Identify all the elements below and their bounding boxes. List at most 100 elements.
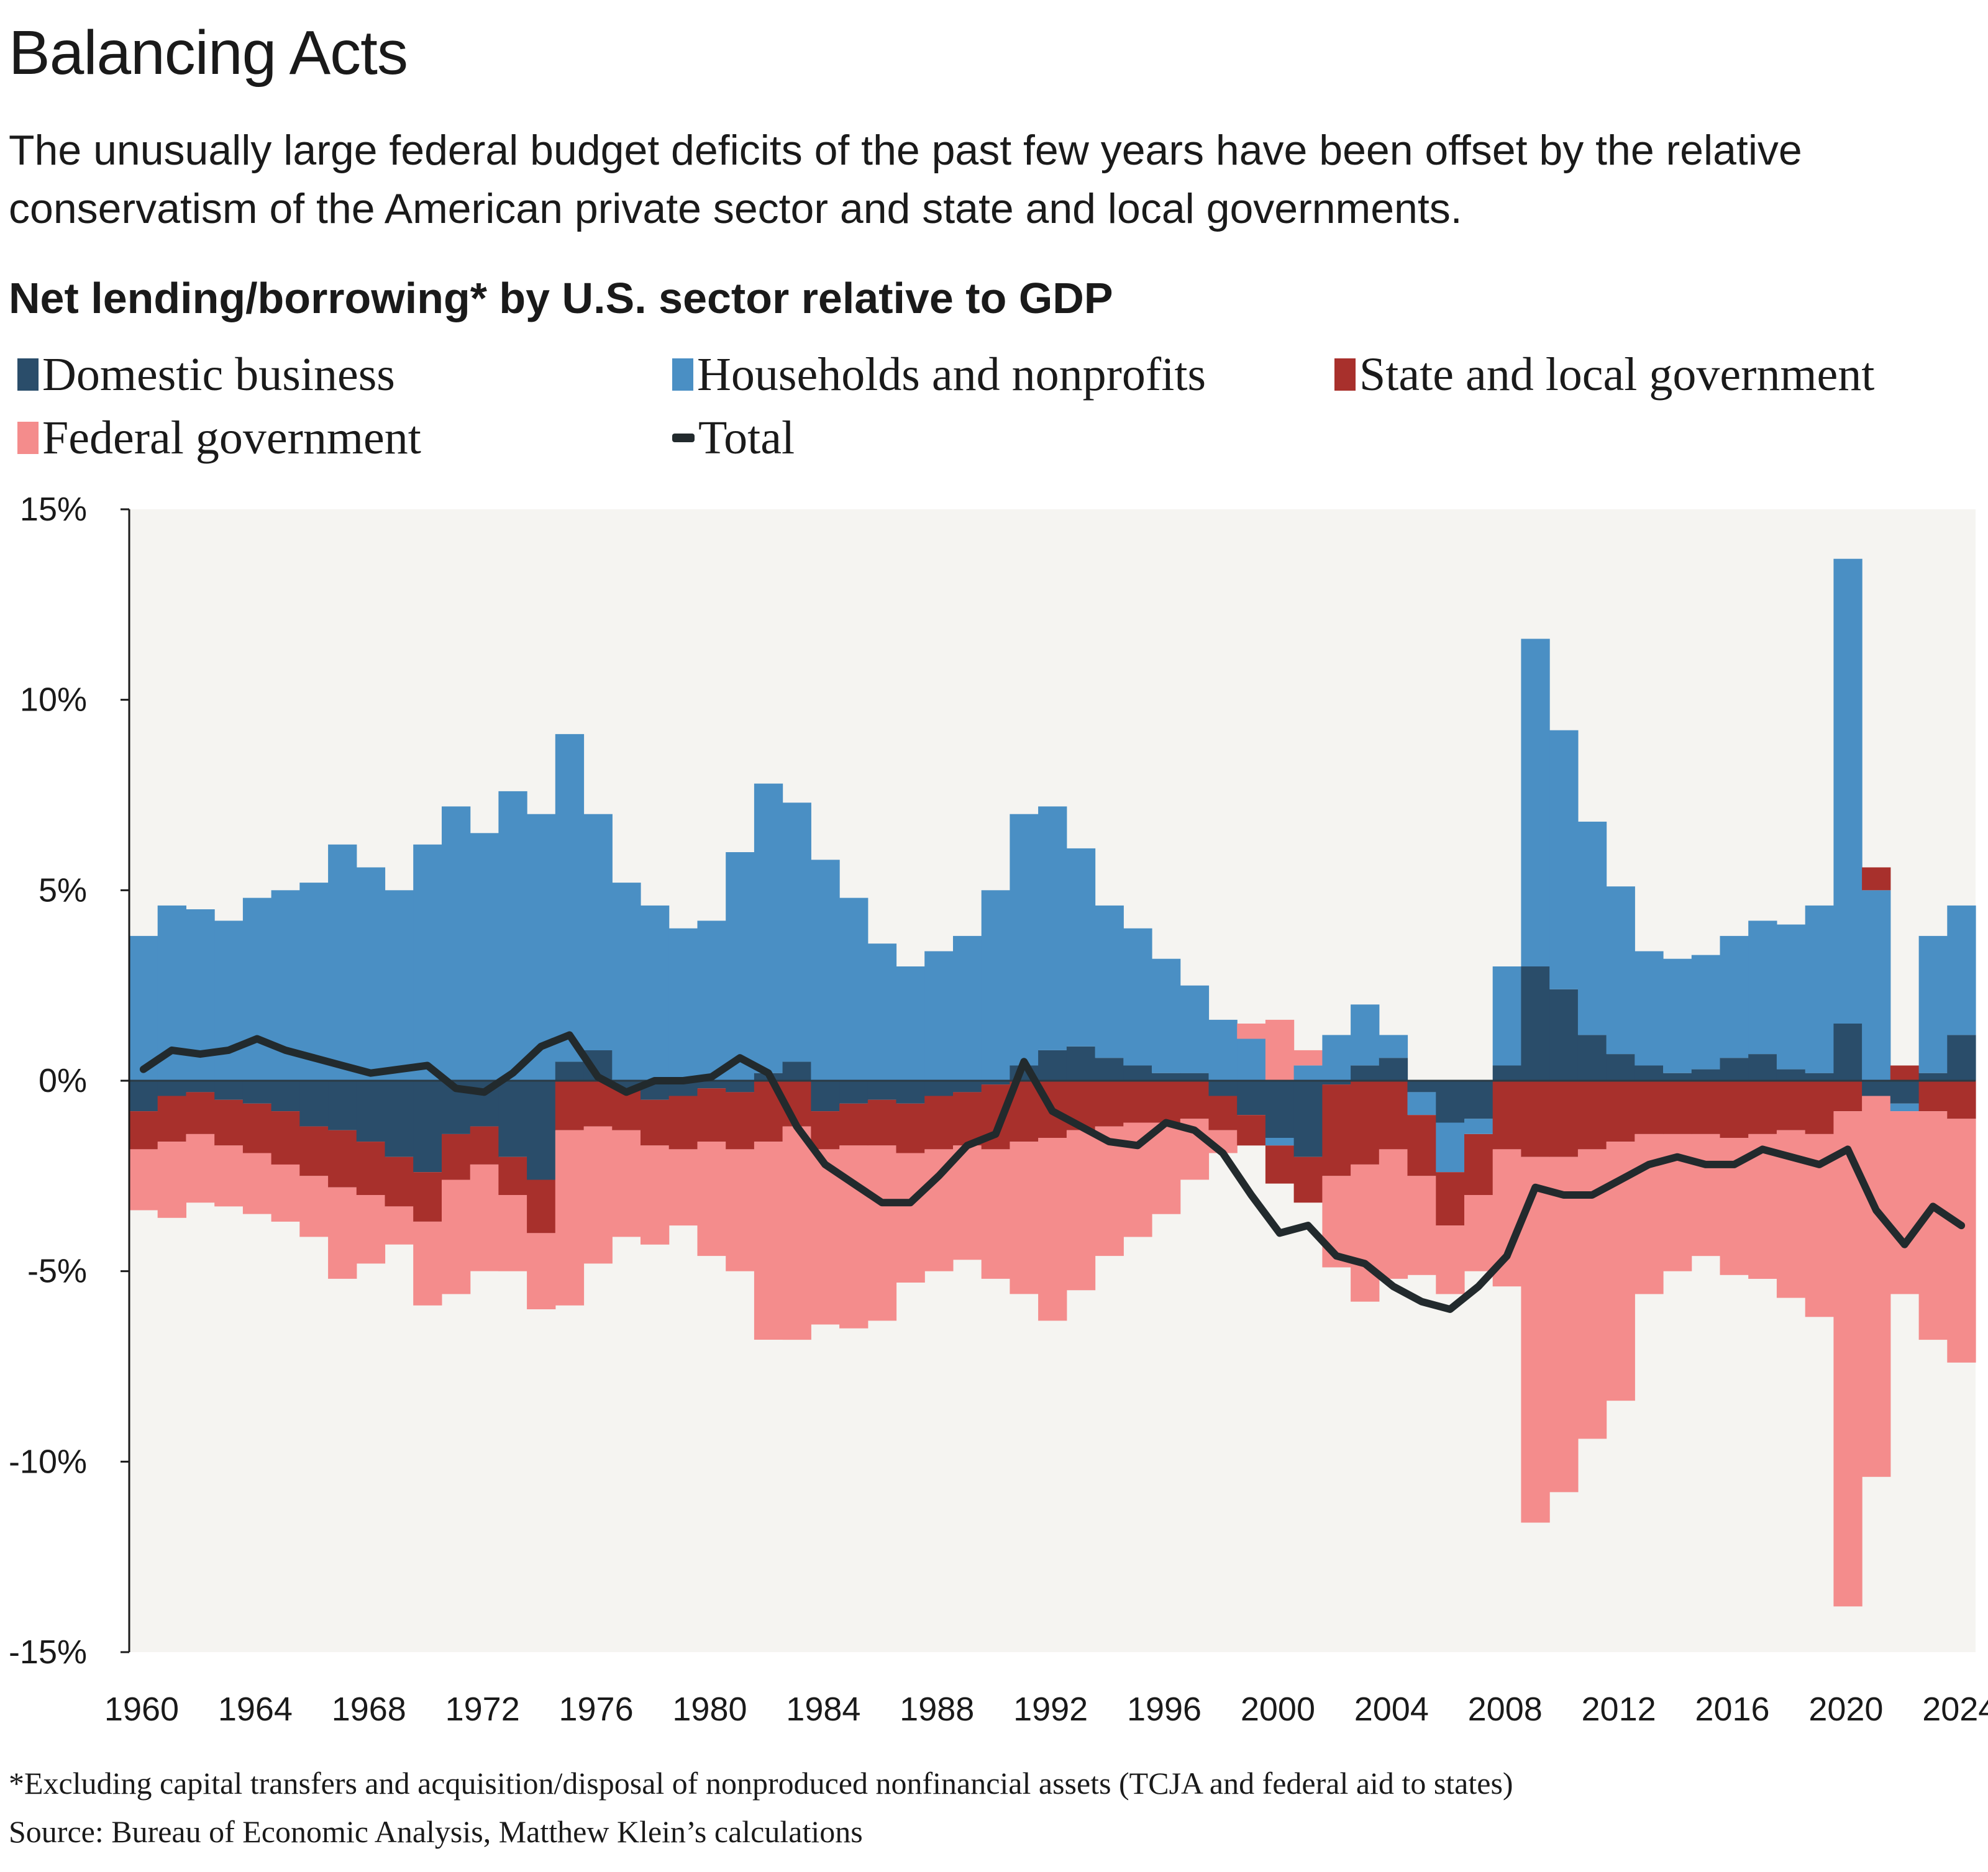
- bar-federal-government-2010: [1549, 1156, 1579, 1493]
- bar-federal-government-1960: [129, 1149, 158, 1211]
- x-tick-label: 2012: [1582, 1691, 1656, 1728]
- bar-state-and-local-government-2011: [1577, 1081, 1607, 1150]
- bar-households-and-nonprofits-2021: [1862, 890, 1891, 1081]
- bar-state-and-local-government-2019: [1805, 1081, 1834, 1134]
- bar-state-and-local-government-1976: [583, 1081, 613, 1127]
- bar-domestic-business-2020: [1833, 1024, 1863, 1081]
- y-tick-label: 5%: [39, 871, 87, 909]
- bar-federal-government-1979: [668, 1149, 698, 1226]
- bar-state-and-local-government-2000: [1265, 1145, 1295, 1184]
- bar-federal-government-2001: [1293, 1050, 1323, 1066]
- x-tick-label: 1996: [1127, 1691, 1201, 1728]
- bar-households-and-nonprofits-1960: [129, 935, 158, 1081]
- bar-households-and-nonprofits-2006: [1436, 1122, 1465, 1173]
- x-tick-label: 1980: [672, 1691, 747, 1728]
- bar-domestic-business-1969: [385, 1081, 414, 1157]
- bar-state-and-local-government-1971: [442, 1134, 471, 1180]
- x-tick-label: 1960: [104, 1691, 179, 1728]
- bar-federal-government-1964: [242, 1153, 272, 1214]
- y-tick-label: -15%: [9, 1633, 87, 1671]
- bar-domestic-business-2001: [1293, 1081, 1323, 1157]
- bar-state-and-local-government-2004: [1379, 1081, 1408, 1150]
- bar-households-and-nonprofits-1976: [583, 814, 613, 1050]
- bar-domestic-business-1996: [1152, 1073, 1181, 1081]
- bar-state-and-local-government-1973: [498, 1156, 527, 1195]
- bar-households-and-nonprofits-1969: [385, 890, 414, 1081]
- chart-title: Net lending/borrowing* by U.S. sector re…: [9, 274, 1113, 322]
- x-tick-label: 2008: [1468, 1691, 1543, 1728]
- bar-households-and-nonprofits-2013: [1635, 951, 1664, 1066]
- bar-federal-government-2024: [1947, 1119, 1976, 1363]
- bar-state-and-local-government-1960: [129, 1111, 158, 1150]
- bar-state-and-local-government-1965: [271, 1111, 300, 1165]
- bar-domestic-business-1980: [697, 1081, 726, 1089]
- bar-domestic-business-2022: [1890, 1081, 1920, 1104]
- bar-federal-government-1999: [1237, 1024, 1266, 1039]
- bar-domestic-business-1993: [1066, 1046, 1096, 1081]
- bar-federal-government-1962: [186, 1134, 215, 1203]
- bar-households-and-nonprofits-1989: [953, 935, 982, 1081]
- bar-state-and-local-government-1995: [1123, 1081, 1152, 1123]
- bar-domestic-business-1992: [1038, 1050, 1067, 1081]
- y-tick-label: 15%: [20, 491, 87, 528]
- bar-domestic-business-2018: [1776, 1069, 1806, 1081]
- bar-households-and-nonprofits-2003: [1351, 1004, 1380, 1066]
- bar-households-and-nonprofits-2020: [1833, 558, 1863, 1024]
- bar-state-and-local-government-2020: [1833, 1081, 1863, 1112]
- bar-households-and-nonprofits-1970: [413, 844, 442, 1081]
- bar-households-and-nonprofits-2024: [1947, 905, 1976, 1035]
- legend-label-federal-government: Federal government: [42, 411, 421, 464]
- bar-households-and-nonprofits-1988: [924, 951, 954, 1081]
- bar-state-and-local-government-1986: [867, 1099, 897, 1146]
- bar-households-and-nonprofits-1990: [981, 890, 1010, 1081]
- bar-households-and-nonprofits-1972: [470, 833, 499, 1081]
- legend-swatch-households-nonprofits: [672, 358, 693, 391]
- y-tick-label: 10%: [20, 681, 87, 719]
- x-tick-label: 1964: [218, 1691, 293, 1728]
- bar-state-and-local-government-1994: [1095, 1081, 1124, 1127]
- bar-domestic-business-1995: [1123, 1065, 1152, 1081]
- bar-federal-government-1980: [697, 1142, 726, 1256]
- bar-domestic-business-2000: [1265, 1081, 1295, 1138]
- bar-state-and-local-government-1961: [157, 1096, 186, 1142]
- bar-households-and-nonprofits-1971: [442, 806, 471, 1081]
- bar-domestic-business-2016: [1720, 1058, 1749, 1081]
- bar-federal-government-1970: [413, 1221, 442, 1306]
- bar-federal-government-1989: [953, 1145, 982, 1260]
- bar-domestic-business-2007: [1464, 1081, 1493, 1119]
- bar-domestic-business-1994: [1095, 1058, 1124, 1081]
- bar-domestic-business-2014: [1663, 1073, 1692, 1081]
- bar-state-and-local-government-1979: [668, 1096, 698, 1150]
- bar-state-and-local-government-1996: [1152, 1081, 1181, 1123]
- bar-federal-government-1986: [867, 1145, 897, 1321]
- x-tick-label: 1988: [900, 1691, 974, 1728]
- bar-state-and-local-government-2012: [1606, 1081, 1635, 1142]
- bar-federal-government-1966: [299, 1176, 329, 1237]
- bar-federal-government-1973: [498, 1195, 527, 1271]
- bar-households-and-nonprofits-2023: [1918, 935, 1948, 1073]
- bar-federal-government-2020: [1833, 1111, 1863, 1607]
- bar-federal-government-2021: [1862, 1096, 1891, 1477]
- legend-label-total: Total: [698, 411, 795, 464]
- bar-households-and-nonprofits-1991: [1010, 814, 1039, 1066]
- bar-federal-government-1977: [612, 1130, 641, 1237]
- bar-federal-government-1974: [527, 1233, 556, 1309]
- bar-federal-government-1976: [583, 1126, 613, 1264]
- bar-domestic-business-1989: [953, 1081, 982, 1093]
- bar-households-and-nonprofits-1981: [726, 852, 755, 1081]
- bar-federal-government-1987: [896, 1153, 925, 1283]
- bar-state-and-local-government-2003: [1351, 1081, 1380, 1165]
- bar-federal-government-1983: [782, 1126, 811, 1340]
- bar-state-and-local-government-1981: [726, 1092, 755, 1150]
- bar-households-and-nonprofits-2017: [1748, 920, 1777, 1055]
- bar-households-and-nonprofits-2019: [1805, 905, 1834, 1073]
- bar-federal-government-1982: [754, 1142, 783, 1340]
- bar-federal-government-1994: [1095, 1126, 1124, 1256]
- legend-federal-government: Federal government: [17, 410, 421, 466]
- bar-state-and-local-government-1967: [328, 1130, 357, 1188]
- positive-bars-layer: [129, 558, 1976, 1081]
- chart: 15%10%5%0%-5%-10%-15% 1960 1964 1968 1972 19…: [9, 491, 1988, 1728]
- bar-state-and-local-government-1987: [896, 1103, 925, 1153]
- bar-households-and-nonprofits-1973: [498, 791, 527, 1081]
- x-tick-label: 1992: [1013, 1691, 1088, 1728]
